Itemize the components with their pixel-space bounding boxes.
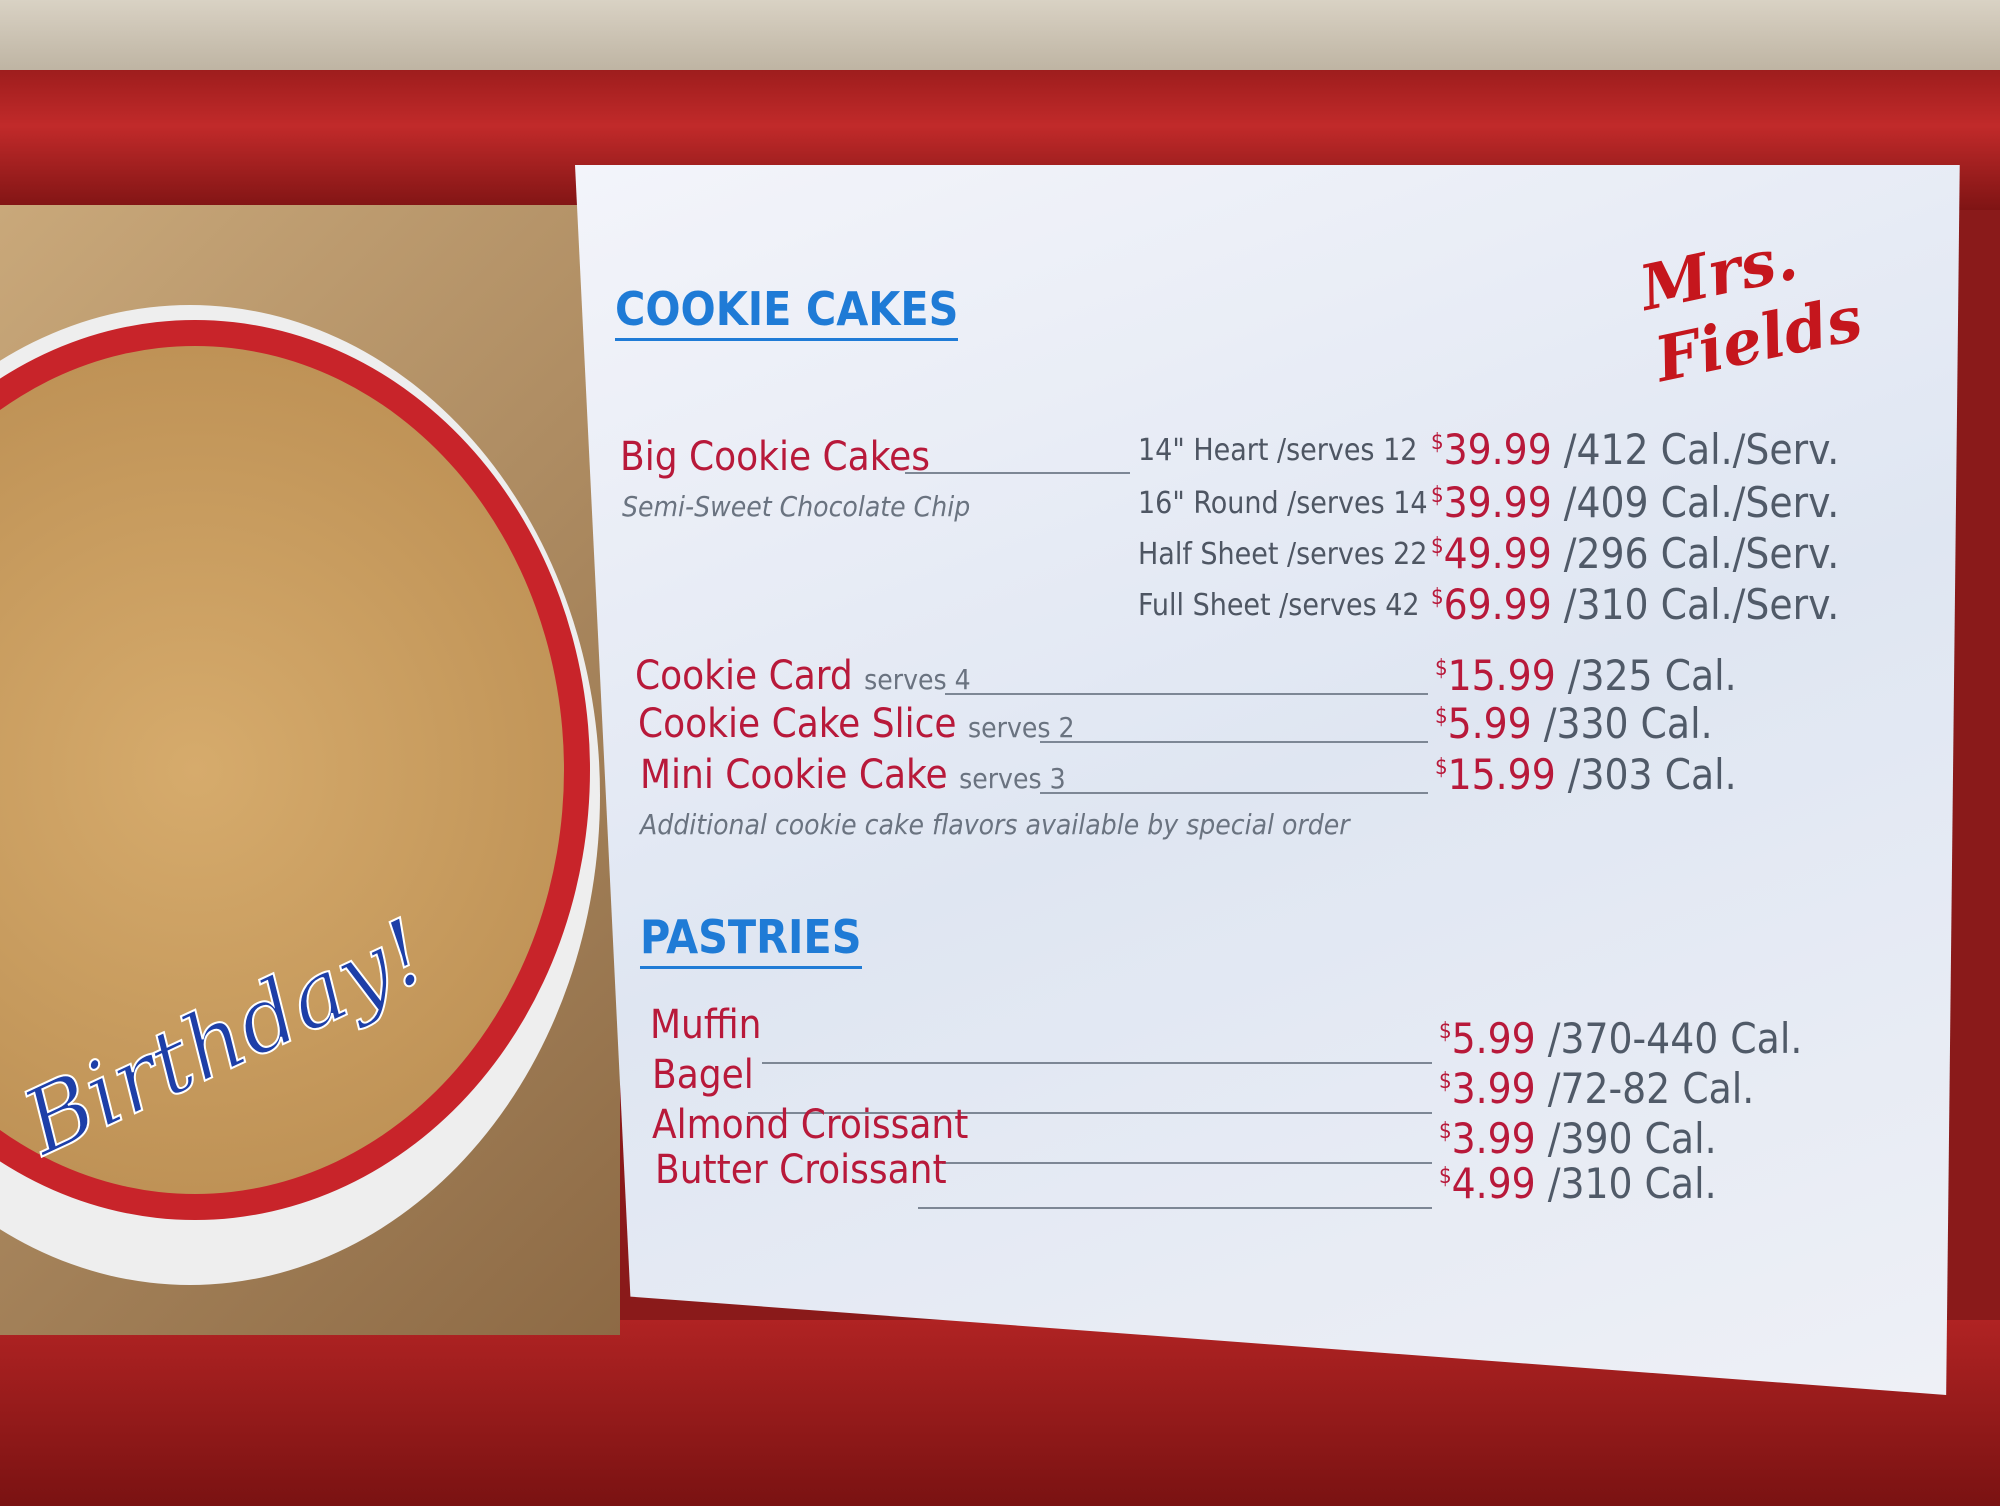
leader-line xyxy=(945,693,1428,695)
leader-line xyxy=(748,1112,1432,1114)
calories: /310 Cal./Serv. xyxy=(1563,580,1840,629)
item-name: Cookie Card xyxy=(635,653,853,699)
menu-item-cookie-cake: Cookie Card serves 4 xyxy=(635,653,971,699)
cake-size: 16" Round /serves 14 xyxy=(1138,486,1428,521)
leader-line xyxy=(1040,741,1428,743)
special-order-note: Additional cookie cake flavors available… xyxy=(640,808,1350,841)
currency-symbol: $ xyxy=(1431,585,1444,610)
currency-symbol: $ xyxy=(1439,1119,1452,1144)
item-serves: serves 2 xyxy=(967,711,1075,744)
cake-size: 14" Heart /serves 12 xyxy=(1138,433,1418,468)
price-value: 69.99 xyxy=(1443,580,1552,629)
item-serves: serves 3 xyxy=(959,762,1066,795)
currency-symbol: $ xyxy=(1431,534,1444,559)
item-serves: serves 4 xyxy=(864,663,971,696)
pastries-heading: PASTRIES xyxy=(640,910,862,969)
cake-size-price: $69.99 /310 Cal./Serv. xyxy=(1431,580,1839,629)
item-name: Mini Cookie Cake xyxy=(640,752,948,798)
item-price: $15.99 /303 Cal. xyxy=(1435,750,1737,799)
item-name: Cookie Cake Slice xyxy=(638,701,957,747)
price-value: 39.99 xyxy=(1443,478,1552,527)
price-value: 3.99 xyxy=(1451,1114,1536,1163)
calories: /296 Cal./Serv. xyxy=(1563,529,1840,578)
calories: /409 Cal./Serv. xyxy=(1563,478,1840,527)
price-value: 3.99 xyxy=(1451,1064,1536,1113)
calories: /412 Cal./Serv. xyxy=(1563,425,1840,474)
calories: /310 Cal. xyxy=(1547,1159,1717,1208)
currency-symbol: $ xyxy=(1435,755,1448,780)
pastry-price: $4.99 /310 Cal. xyxy=(1439,1159,1717,1208)
menu-item-cookie-cake: Mini Cookie Cake serves 3 xyxy=(640,752,1066,798)
price-value: 5.99 xyxy=(1451,1014,1536,1063)
menu-panel xyxy=(575,165,1960,1395)
calories: /330 Cal. xyxy=(1543,699,1713,748)
item-price: $5.99 /330 Cal. xyxy=(1435,699,1713,748)
big-cookie-flavor: Semi-Sweet Chocolate Chip xyxy=(622,490,971,523)
cookie-cake-photo: Birthday! xyxy=(0,205,620,1335)
cake-size-price: $49.99 /296 Cal./Serv. xyxy=(1431,529,1839,578)
item-price: $15.99 /325 Cal. xyxy=(1435,651,1737,700)
leader-line xyxy=(905,472,1130,474)
calories: /390 Cal. xyxy=(1547,1114,1717,1163)
cake-size: Full Sheet /serves 42 xyxy=(1138,588,1420,623)
currency-symbol: $ xyxy=(1439,1019,1452,1044)
currency-symbol: $ xyxy=(1431,430,1444,455)
menu-item-pastry: Butter Croissant xyxy=(655,1147,947,1193)
currency-symbol: $ xyxy=(1431,483,1444,508)
cookie-cakes-heading: COOKIE CAKES xyxy=(615,282,959,341)
menu-item-pastry: Muffin xyxy=(650,1002,762,1048)
price-value: 39.99 xyxy=(1443,425,1552,474)
price-value: 15.99 xyxy=(1447,651,1556,700)
price-value: 5.99 xyxy=(1447,699,1532,748)
price-value: 49.99 xyxy=(1443,529,1552,578)
currency-symbol: $ xyxy=(1435,656,1448,681)
cake-size: Half Sheet /serves 22 xyxy=(1138,537,1428,572)
currency-symbol: $ xyxy=(1439,1069,1452,1094)
calories: /303 Cal. xyxy=(1567,750,1737,799)
pastry-price: $3.99 /390 Cal. xyxy=(1439,1114,1717,1163)
price-value: 4.99 xyxy=(1451,1159,1536,1208)
pastry-price: $5.99 /370-440 Cal. xyxy=(1439,1014,1802,1063)
cake-size-price: $39.99 /409 Cal./Serv. xyxy=(1431,478,1839,527)
menu-item-pastry: Almond Croissant xyxy=(652,1102,969,1148)
menu-item-cookie-cake: Cookie Cake Slice serves 2 xyxy=(638,701,1075,747)
cake-size-price: $39.99 /412 Cal./Serv. xyxy=(1431,425,1839,474)
leader-line xyxy=(918,1207,1432,1209)
leader-line xyxy=(942,1162,1432,1164)
pastry-price: $3.99 /72-82 Cal. xyxy=(1439,1064,1754,1113)
currency-symbol: $ xyxy=(1435,704,1448,729)
currency-symbol: $ xyxy=(1439,1164,1452,1189)
calories: /325 Cal. xyxy=(1567,651,1737,700)
price-value: 15.99 xyxy=(1447,750,1556,799)
menu-item-pastry: Bagel xyxy=(652,1052,754,1098)
calories: /72-82 Cal. xyxy=(1547,1064,1755,1113)
calories: /370-440 Cal. xyxy=(1547,1014,1803,1063)
big-cookie-cakes-name: Big Cookie Cakes xyxy=(620,434,931,480)
leader-line xyxy=(762,1062,1432,1064)
leader-line xyxy=(1040,792,1428,794)
